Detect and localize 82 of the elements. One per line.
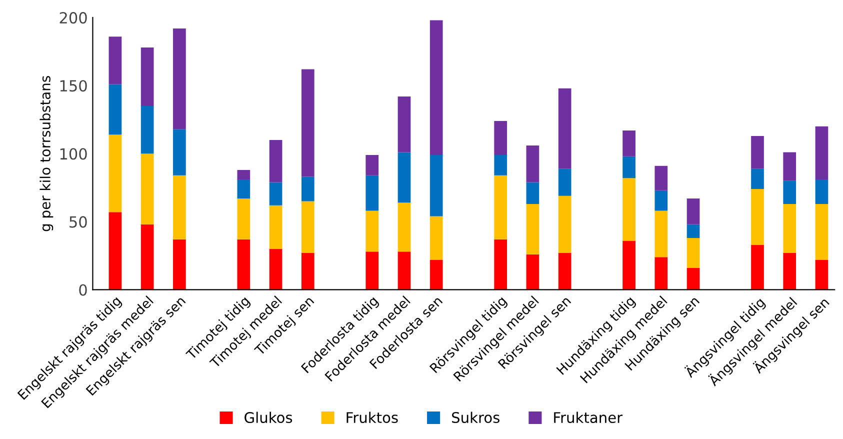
bar [430,155,443,216]
bar [237,239,250,290]
bar [494,175,508,240]
bar [783,180,796,204]
bar [815,260,828,290]
bar [398,96,411,152]
y-tick-label: 150 [60,80,87,92]
bar [526,254,540,290]
legend-label: Glukos [244,412,292,424]
bar [301,201,314,253]
bar [108,134,122,212]
bar [526,145,540,182]
legend-label: Fruktos [346,412,398,424]
bar [686,198,700,224]
bar [366,155,379,176]
bar [654,166,668,190]
bar [430,20,443,156]
bar [751,244,764,290]
bar [751,168,764,190]
bar [622,130,636,156]
bar [301,252,314,290]
bar [108,36,122,84]
bar [301,69,314,177]
bar [686,238,700,268]
bar [494,155,508,176]
bar [815,180,828,204]
bar [237,180,250,199]
bar [269,140,282,182]
bar [815,126,828,180]
bar [815,204,828,260]
bar [622,178,636,241]
bar [366,210,379,252]
bar [108,84,122,135]
bar [140,154,154,224]
legend-label: Sukros [452,412,500,424]
bar [173,28,186,130]
bar [366,175,379,211]
legend-label: Fruktaner [554,412,623,424]
bar [558,252,572,290]
bar [494,120,508,156]
y-tick-label: 0 [79,284,87,296]
bar [558,88,572,169]
y-tick-label: 100 [60,148,87,160]
bar [622,240,636,290]
bar [526,204,540,254]
bar [237,170,250,180]
bar [269,248,282,290]
bar [654,257,668,290]
bar [398,252,411,290]
bar [622,156,636,178]
bar [140,106,154,154]
bar [751,136,764,169]
bar [654,210,668,258]
bar [558,168,572,196]
bar [783,252,796,290]
bar [173,239,186,290]
bar [140,48,154,106]
bar [686,224,700,238]
y-tick-label: 50 [70,216,87,228]
bar [173,175,186,240]
bar [269,182,282,206]
bar [398,152,411,203]
bar [398,202,411,252]
bar [237,198,250,240]
bar [494,239,508,290]
bar [366,252,379,290]
bar [751,189,764,245]
bar [526,182,540,204]
bar [269,205,282,249]
bar [558,196,572,253]
bar [173,129,186,176]
bar [430,260,443,290]
bar [430,216,443,260]
bar [654,190,668,211]
bar [108,212,122,290]
bar [686,268,700,290]
bar [301,176,314,202]
y-tick-label: 200 [60,12,87,24]
bar [783,152,796,181]
bar [783,204,796,253]
bar [140,224,154,290]
y-axis-title: g per kilo torrsubstans [40,76,54,232]
